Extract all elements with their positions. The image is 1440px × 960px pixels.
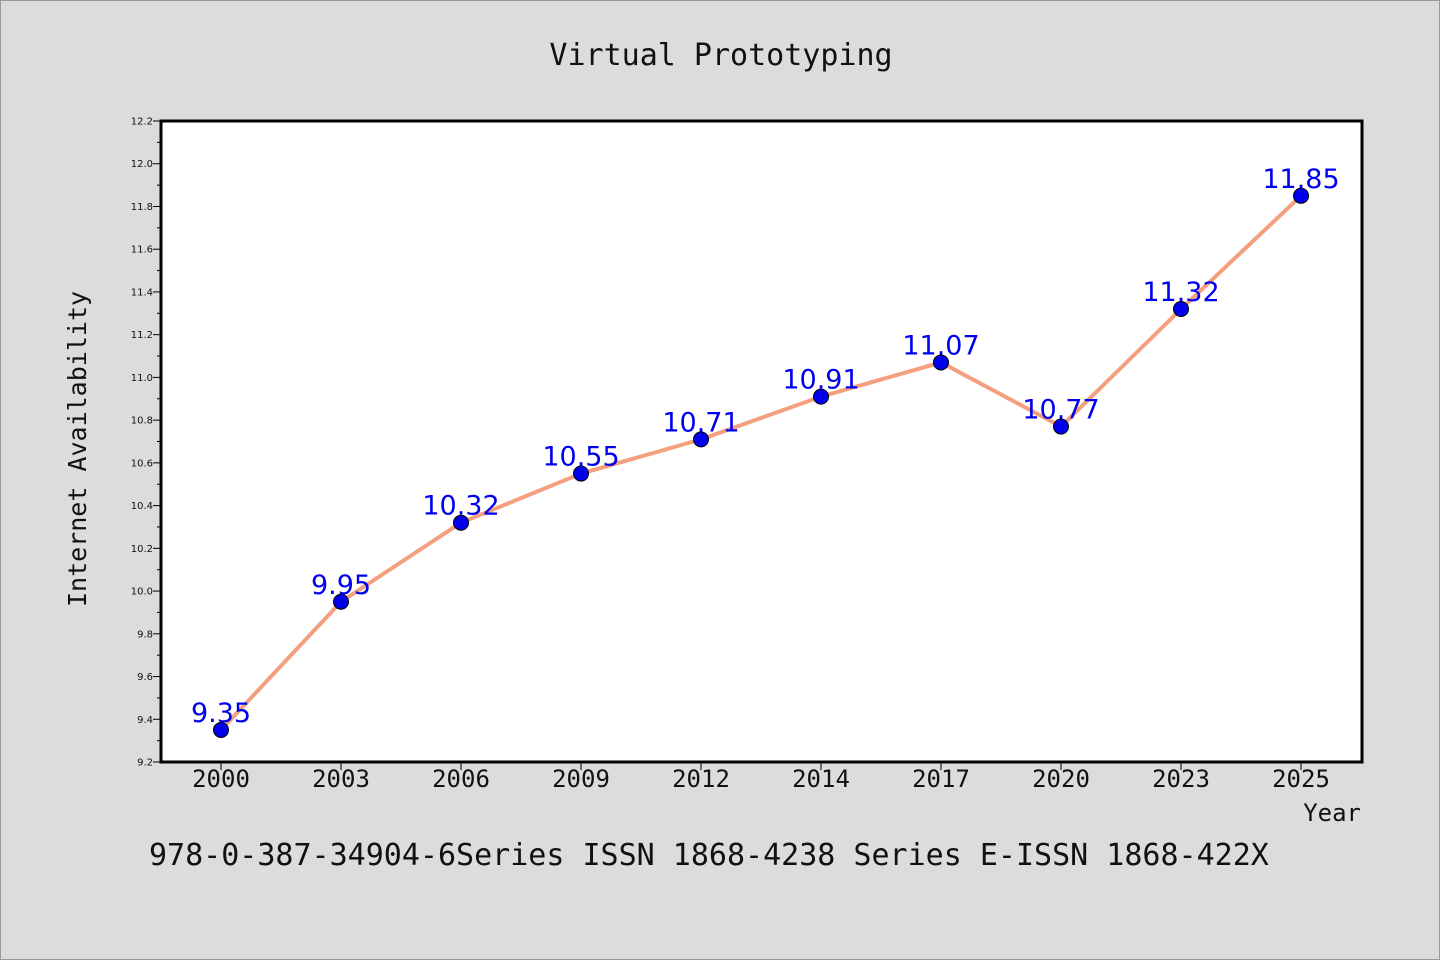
data-point-9 bbox=[1293, 187, 1309, 204]
data-point-2 bbox=[453, 514, 469, 531]
chart-title: Virtual Prototyping bbox=[549, 38, 892, 73]
data-point-8 bbox=[1173, 301, 1189, 318]
y-tick-label-4: 10.0 bbox=[131, 587, 153, 598]
y-axis: 9.2 9.4 9.6 9.8 10.0 10.2 10.4 10.6 10.8 11.0 11.2… bbox=[131, 117, 161, 769]
y-tick-label-7: 10.6 bbox=[131, 458, 153, 469]
data-label-1: 9.95 bbox=[311, 570, 371, 601]
y-tick-label-11: 11.4 bbox=[131, 287, 153, 298]
x-tick-label-7: 2020 bbox=[1032, 765, 1090, 793]
series-layer: 9.35 9.95 10.32 10.55 10.71 10.91 11.07 10.77 11… bbox=[191, 164, 1340, 738]
footer-text: 978-0-387-34904-6Series ISSN 1868-4238 S… bbox=[149, 838, 1269, 873]
x-tick-label-4: 2012 bbox=[672, 765, 730, 793]
data-point-1 bbox=[333, 593, 349, 610]
y-tick-label-14: 12.0 bbox=[131, 159, 153, 170]
x-axis: 2000 2003 2006 2009 2012 2014 2017 2020 2023 2025 bbox=[192, 762, 1330, 793]
plot-area bbox=[159, 119, 1364, 764]
data-point-3 bbox=[573, 465, 589, 482]
y-tick-label-0: 9.2 bbox=[137, 758, 153, 769]
x-tick-label-1: 2003 bbox=[312, 765, 370, 793]
y-tick-label-15: 12.2 bbox=[131, 117, 153, 128]
y-tick-label-2: 9.6 bbox=[137, 672, 153, 683]
data-label-8: 11.32 bbox=[1142, 277, 1219, 308]
data-label-9: 11.85 bbox=[1262, 164, 1339, 195]
y-axis-label: Internet Availability bbox=[63, 291, 92, 607]
data-label-6: 11.07 bbox=[902, 330, 979, 361]
x-tick-label-9: 2025 bbox=[1272, 765, 1330, 793]
data-label-0: 9.35 bbox=[191, 698, 251, 729]
x-tick-label-2: 2006 bbox=[432, 765, 490, 793]
data-point-7 bbox=[1053, 418, 1069, 435]
x-tick-label-5: 2014 bbox=[792, 765, 850, 793]
data-point-5 bbox=[813, 388, 829, 405]
series-line-0 bbox=[219, 194, 1303, 732]
data-point-0 bbox=[213, 721, 229, 738]
y-tick-label-3: 9.8 bbox=[137, 629, 153, 640]
y-tick-label-10: 11.2 bbox=[131, 330, 153, 341]
x-tick-label-3: 2009 bbox=[552, 765, 610, 793]
data-label-2: 10.32 bbox=[422, 491, 499, 522]
y-tick-label-8: 10.8 bbox=[131, 416, 153, 427]
y-tick-label-13: 11.8 bbox=[131, 202, 153, 213]
x-tick-label-6: 2017 bbox=[912, 765, 970, 793]
y-tick-label-1: 9.4 bbox=[137, 715, 153, 726]
data-point-4 bbox=[693, 431, 709, 448]
data-label-5: 10.91 bbox=[782, 365, 859, 396]
data-label-4: 10.71 bbox=[662, 407, 739, 438]
y-tick-label-5: 10.2 bbox=[131, 544, 153, 555]
y-tick-label-6: 10.4 bbox=[131, 501, 153, 512]
x-tick-label-0: 2000 bbox=[192, 765, 250, 793]
data-label-3: 10.55 bbox=[542, 442, 619, 473]
data-label-7: 10.77 bbox=[1022, 395, 1099, 426]
y-tick-label-9: 11.0 bbox=[131, 373, 153, 384]
y-tick-label-12: 11.6 bbox=[131, 245, 153, 256]
x-tick-label-8: 2023 bbox=[1152, 765, 1210, 793]
x-axis-label: Year bbox=[1303, 799, 1361, 827]
data-point-6 bbox=[933, 354, 949, 371]
